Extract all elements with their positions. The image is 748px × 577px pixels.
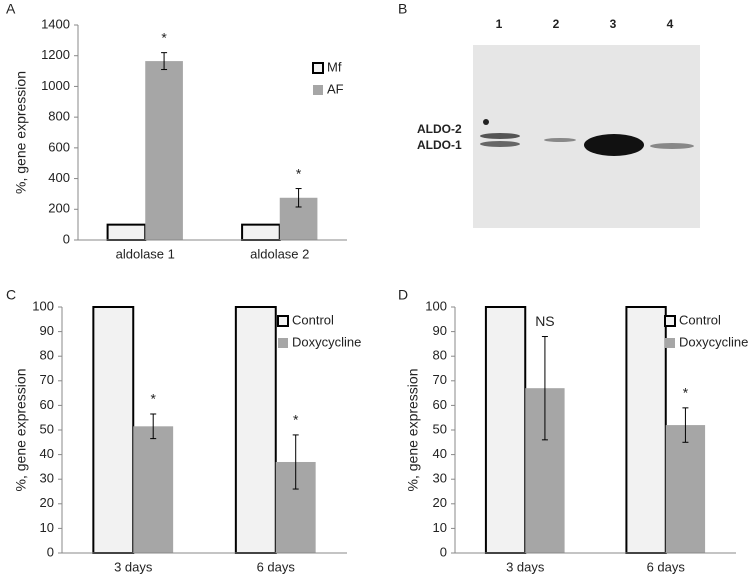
- y-tick-label: 60: [40, 397, 54, 412]
- legend-label: Doxycycline: [679, 334, 748, 349]
- x-tick-label: 6 days: [257, 559, 296, 574]
- bar: [106, 223, 147, 241]
- blot-band: [483, 119, 489, 125]
- y-tick-label: 10: [433, 520, 447, 535]
- bar: [665, 425, 706, 553]
- y-tick-label: 1000: [41, 78, 70, 93]
- panel-label: D: [398, 287, 408, 303]
- y-axis-title: %, gene expression: [405, 369, 421, 492]
- legend-label: Control: [292, 312, 334, 327]
- y-tick-label: 100: [32, 298, 54, 313]
- blot-band: [544, 138, 576, 142]
- y-tick-label: 600: [48, 139, 70, 154]
- error-bar: [682, 407, 689, 443]
- annotation: *: [683, 385, 689, 401]
- panel-label: B: [398, 1, 407, 17]
- bar: [92, 306, 135, 554]
- legend-swatch: [312, 62, 324, 74]
- legend-swatch: [313, 85, 323, 95]
- y-tick-label: 60: [433, 397, 447, 412]
- y-tick-label: 90: [433, 323, 447, 338]
- x-tick-label: aldolase 1: [116, 246, 175, 261]
- annotation: *: [293, 412, 299, 428]
- y-tick-label: 30: [433, 471, 447, 486]
- bar: [241, 223, 281, 241]
- y-tick-label: 70: [40, 372, 54, 387]
- legend-swatch: [665, 338, 675, 348]
- band-label: ALDO-1: [417, 138, 462, 152]
- annotation: *: [161, 29, 167, 45]
- y-tick-label: 30: [40, 471, 54, 486]
- y-axis-title: %, gene expression: [13, 71, 29, 194]
- y-tick-label: 90: [40, 323, 54, 338]
- blot-band: [480, 133, 520, 139]
- error-bar: [295, 188, 302, 208]
- bar: [234, 306, 277, 554]
- bar: [145, 61, 183, 240]
- legend-swatch: [664, 315, 676, 327]
- error-bar: [541, 336, 548, 441]
- lane-label: 1: [496, 17, 503, 31]
- annotation: *: [296, 165, 302, 181]
- legend-swatch: [277, 315, 289, 327]
- panel-label: A: [6, 1, 16, 17]
- lane-label: 4: [667, 17, 674, 31]
- error-bar: [292, 434, 299, 490]
- y-tick-label: 40: [40, 446, 54, 461]
- y-tick-label: 70: [433, 372, 447, 387]
- error-bar: [161, 52, 168, 71]
- y-tick-label: 20: [433, 495, 447, 510]
- y-tick-label: 0: [47, 544, 54, 559]
- blot-band: [480, 141, 520, 147]
- y-tick-label: 800: [48, 109, 70, 124]
- bar: [133, 426, 174, 553]
- x-tick-label: aldolase 2: [250, 246, 309, 261]
- bar: [484, 306, 527, 554]
- blot-band: [584, 134, 644, 156]
- legend-label: Doxycycline: [292, 334, 361, 349]
- y-tick-label: 1200: [41, 47, 70, 62]
- legend-swatch: [278, 338, 288, 348]
- bar: [625, 306, 667, 554]
- y-tick-label: 200: [48, 201, 70, 216]
- y-tick-label: 50: [433, 421, 447, 436]
- lane-label: 3: [610, 17, 617, 31]
- y-axis-title: %, gene expression: [13, 369, 29, 492]
- band-label: ALDO-2: [417, 122, 462, 136]
- panel-label: C: [6, 287, 16, 303]
- y-tick-label: 10: [40, 520, 54, 535]
- legend-label: AF: [327, 81, 344, 96]
- legend-label: Control: [679, 312, 721, 327]
- y-tick-label: 40: [433, 446, 447, 461]
- error-bar: [150, 413, 157, 440]
- x-tick-label: 3 days: [506, 559, 545, 574]
- y-tick-label: 50: [40, 421, 54, 436]
- legend-label: Mf: [327, 59, 342, 74]
- y-tick-label: 100: [425, 298, 447, 313]
- y-tick-label: 80: [40, 348, 54, 363]
- annotation: *: [150, 391, 156, 407]
- blot-band: [650, 143, 694, 149]
- y-tick-label: 0: [440, 544, 447, 559]
- y-tick-label: 400: [48, 170, 70, 185]
- x-tick-label: 3 days: [114, 559, 153, 574]
- y-tick-label: 80: [433, 348, 447, 363]
- x-tick-label: 6 days: [647, 559, 686, 574]
- y-tick-label: 20: [40, 495, 54, 510]
- lane-label: 2: [553, 17, 560, 31]
- y-tick-label: 1400: [41, 16, 70, 31]
- y-tick-label: 0: [63, 231, 70, 246]
- annotation: NS: [535, 313, 554, 329]
